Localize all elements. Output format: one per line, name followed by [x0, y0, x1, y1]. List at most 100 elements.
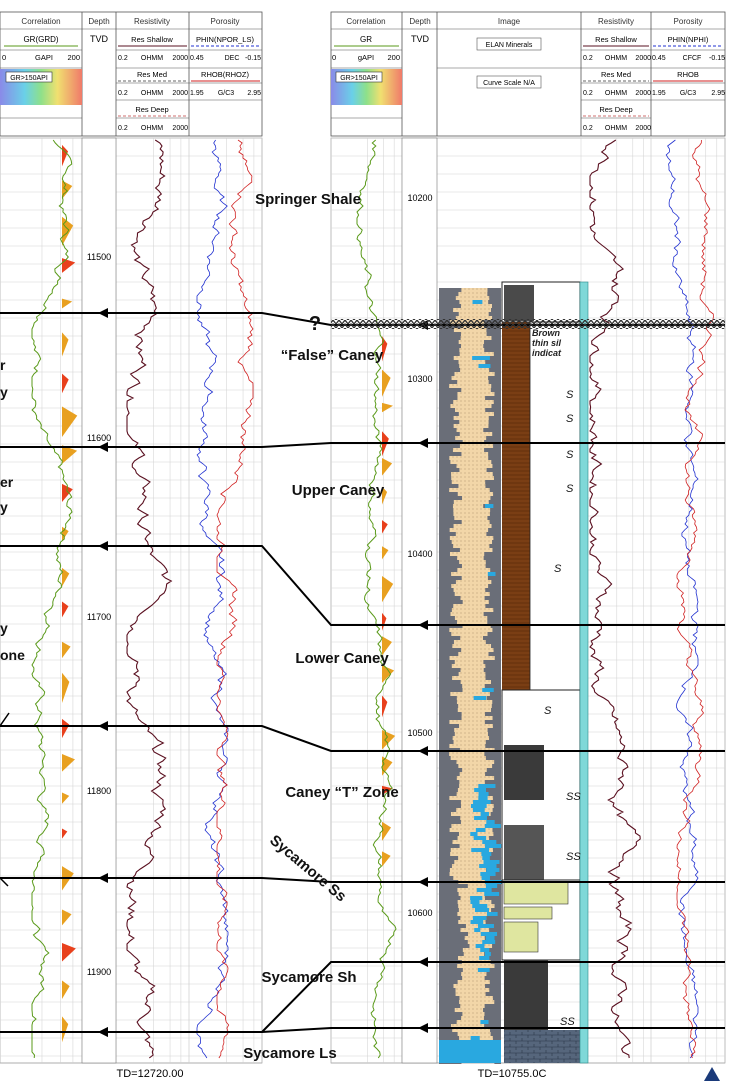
elan-shale-band — [486, 816, 501, 820]
elan-shale-band — [439, 760, 457, 764]
elan-calcite-band — [478, 784, 496, 788]
elan-shale-band — [485, 408, 501, 412]
elan-shale-band — [439, 948, 463, 952]
elan-calcite-band — [473, 836, 487, 840]
elan-shale-band — [439, 812, 451, 816]
elan-mineral-image — [439, 288, 502, 1064]
right-res-deep-unit: OHMM — [605, 125, 627, 132]
elan-shale-band — [488, 600, 501, 604]
elan-shale-band — [439, 900, 458, 904]
elan-calcite-band — [470, 896, 483, 900]
elan-shale-band — [439, 920, 459, 924]
right-gr-units: gAPI — [358, 53, 374, 62]
gr-fill — [382, 402, 394, 413]
elan-shale-band — [494, 572, 501, 576]
elan-shale-band — [486, 332, 501, 336]
correlation-lines — [0, 308, 725, 1037]
elan-shale-band — [493, 492, 501, 496]
right-hdr-image: Image — [498, 17, 521, 26]
elan-calcite-band — [478, 792, 489, 796]
elan-shale-band — [439, 532, 456, 536]
formation-label-lower-caney: Lower Caney — [295, 650, 389, 667]
elan-calcite-band — [480, 812, 489, 816]
elan-shale-band — [439, 828, 450, 832]
left-arrow-icon — [98, 721, 108, 731]
left-rhob-curve — [216, 139, 254, 1059]
elan-shale-band — [484, 752, 501, 756]
elan-shale-band — [439, 720, 450, 724]
elan-shale-band — [439, 928, 461, 932]
right-gr-scale-right: 200 — [387, 53, 400, 62]
elan-shale-band — [439, 312, 459, 316]
elan-shale-band — [439, 888, 458, 892]
left-depth-units: TVD — [90, 34, 109, 44]
core-symbol: S — [566, 413, 574, 425]
left-res-med-min: 0.2 — [118, 90, 128, 97]
elan-shale-band — [439, 956, 459, 960]
elan-shale-band — [485, 664, 501, 668]
left-arrow-icon — [418, 620, 428, 630]
elan-shale-band — [439, 816, 461, 820]
correlation-line — [0, 1027, 725, 1033]
elan-shale-band — [439, 788, 458, 792]
gr-fill — [62, 180, 73, 200]
core-annotation: thin sil — [532, 338, 561, 348]
right-gr-scale-left: 0 — [332, 53, 336, 62]
gr-fill — [62, 406, 78, 438]
right-res-deep-max: 2000 — [635, 125, 651, 132]
elan-shale-band — [488, 380, 501, 384]
elan-shale-band — [485, 604, 501, 608]
elan-calcite-band — [472, 300, 483, 304]
elan-shale-band — [439, 364, 460, 368]
elan-shale-band — [492, 1036, 501, 1040]
elan-shale-band — [488, 1020, 501, 1024]
elan-shale-band — [485, 920, 501, 924]
left-arrow-icon — [418, 957, 428, 967]
right-hdr-resistivity: Resistivity — [598, 17, 634, 26]
elan-calcite-band — [487, 572, 496, 576]
elan-calcite-band — [482, 840, 497, 844]
elan-shale-band — [493, 804, 501, 808]
elan-shale-band — [439, 848, 451, 852]
elan-shale-band — [439, 460, 451, 464]
elan-shale-band — [439, 724, 460, 728]
core-dark-section — [504, 745, 544, 800]
left-res-shallow-unit: OHMM — [141, 55, 163, 62]
elan-shale-band — [485, 640, 501, 644]
elan-shale-band — [439, 584, 452, 588]
left-cropped-label: y — [0, 499, 8, 515]
elan-shale-band — [439, 468, 460, 472]
elan-shale-band — [489, 520, 501, 524]
elan-shale-band — [493, 476, 501, 480]
elan-shale-band — [492, 316, 501, 320]
elan-shale-band — [491, 900, 501, 904]
elan-shale-band — [439, 620, 457, 624]
elan-shale-band — [484, 1004, 501, 1008]
elan-shale-band — [485, 992, 501, 996]
left-hdr-depth: Depth — [88, 17, 109, 26]
elan-shale-band — [490, 1032, 501, 1036]
elan-calcite-band — [484, 824, 501, 828]
left-gr-scale-left: 0 — [2, 53, 6, 62]
elan-shale-band — [491, 644, 501, 648]
left-gr-curve-name: GR(GRD) — [23, 35, 58, 44]
elan-shale-band — [439, 368, 461, 372]
elan-shale-band — [491, 820, 501, 824]
elan-shale-band — [485, 740, 501, 744]
left-rhob-label: RHOB(RHOZ) — [201, 70, 249, 79]
elan-shale-band — [487, 576, 501, 580]
elan-shale-band — [439, 604, 454, 608]
elan-shale-band — [439, 292, 459, 296]
elan-shale-band — [439, 1024, 452, 1028]
elan-shale-band — [439, 612, 451, 616]
right-nphi-min: 0.45 — [652, 55, 666, 62]
left-gr-cutoff: GR>150API — [10, 75, 48, 82]
right-nphi-unit: CFCF — [683, 55, 702, 62]
gr-fill — [382, 636, 392, 656]
left-depth-label: 11800 — [87, 786, 111, 796]
elan-shale-band — [484, 780, 501, 784]
elan-shale-band — [439, 504, 453, 508]
gr-fill — [382, 520, 388, 534]
elan-shale-band — [493, 536, 501, 540]
